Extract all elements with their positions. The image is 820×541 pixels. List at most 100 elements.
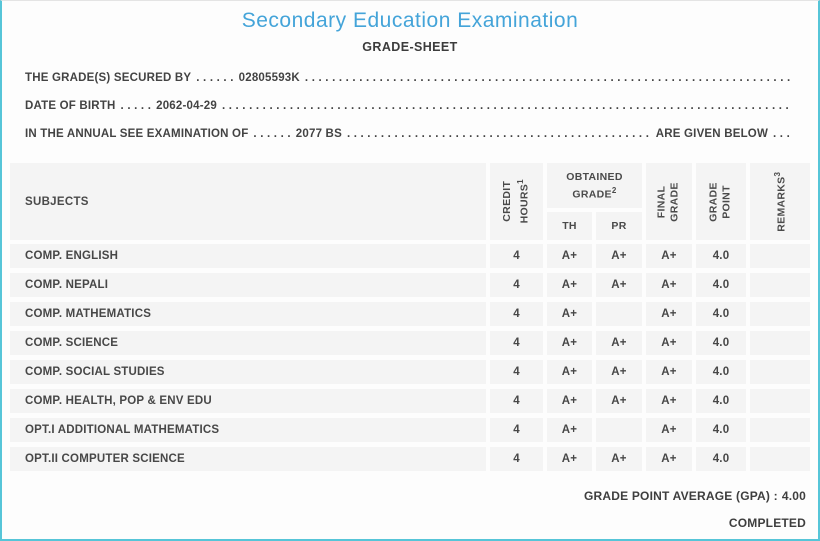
table-row: COMP. MATHEMATICS 4 A+ A+ 4.0 (10, 302, 810, 326)
info-suffix: ARE GIVEN BELOW (655, 128, 769, 140)
grade-point-cell: 4.0 (696, 302, 746, 326)
header-final-line2: GRADE (668, 181, 681, 222)
result-status: COMPLETED (728, 516, 806, 530)
gpa-line: GRADE POINT AVERAGE (GPA) :4.00 (10, 489, 806, 503)
dot-leader: . . . . . (120, 100, 152, 112)
remarks-cell (750, 389, 810, 413)
subject-cell: COMP. MATHEMATICS (10, 302, 486, 326)
final-grade-cell: A+ (646, 331, 692, 355)
credit-hours-cell: 4 (490, 273, 543, 297)
header-credit-hours: CREDIT HOURS1 (490, 163, 543, 240)
subject-cell: COMP. SOCIAL STUDIES (10, 360, 486, 384)
info-label: DATE OF BIRTH (25, 100, 116, 112)
dot-leader: . . . . . . . . . . . . . . . . . . . . … (346, 128, 651, 140)
remarks-cell (750, 360, 810, 384)
dot-leader: . . . . . . . . . . . . . . . . . . . . … (221, 100, 789, 112)
grades-table-body: COMP. ENGLISH 4 A+ A+ A+ 4.0 COMP. NEPAL… (10, 244, 810, 471)
subject-cell: OPT.II COMPUTER SCIENCE (10, 447, 486, 471)
credit-hours-cell: 4 (490, 244, 543, 268)
info-label: IN THE ANNUAL SEE EXAMINATION OF (25, 128, 249, 140)
th-grade-cell: A+ (547, 360, 592, 384)
header-th: TH (547, 212, 592, 240)
pr-grade-cell: A+ (596, 360, 642, 384)
th-grade-cell: A+ (547, 331, 592, 355)
gpa-label: GRADE POINT AVERAGE (GPA) : (583, 489, 778, 503)
gpa-value: 4.00 (781, 489, 806, 503)
info-label: THE GRADE(S) SECURED BY (25, 72, 192, 84)
final-grade-cell: A+ (646, 302, 692, 326)
header-remarks: REMARKS3 (750, 163, 810, 240)
final-grade-cell: A+ (646, 389, 692, 413)
info-line-grades-secured-by: THE GRADE(S) SECURED BY . . . . . . 0280… (25, 64, 795, 92)
th-grade-cell: A+ (547, 389, 592, 413)
remarks-cell (750, 331, 810, 355)
credit-hours-cell: 4 (490, 331, 543, 355)
final-grade-cell: A+ (646, 447, 692, 471)
info-line-examination-year: IN THE ANNUAL SEE EXAMINATION OF . . . .… (25, 120, 795, 148)
subject-cell: COMP. HEALTH, POP & ENV EDU (10, 389, 486, 413)
grade-point-cell: 4.0 (696, 447, 746, 471)
final-grade-cell: A+ (646, 244, 692, 268)
table-row: OPT.I ADDITIONAL MATHEMATICS 4 A+ A+ 4.0 (10, 418, 810, 442)
pr-grade-cell: A+ (596, 244, 642, 268)
remarks-cell (750, 302, 810, 326)
th-grade-cell: A+ (547, 244, 592, 268)
student-info-section: THE GRADE(S) SECURED BY . . . . . . 0280… (25, 64, 795, 148)
subject-cell: COMP. ENGLISH (10, 244, 486, 268)
remarks-cell (750, 418, 810, 442)
subject-cell: COMP. SCIENCE (10, 331, 486, 355)
info-line-date-of-birth: DATE OF BIRTH . . . . . 2062-04-29 . . .… (25, 92, 795, 120)
credit-hours-cell: 4 (490, 418, 543, 442)
th-grade-cell: A+ (547, 273, 592, 297)
header-pr: PR (596, 212, 642, 240)
pr-grade-cell (596, 302, 642, 326)
header-credit-line2: HOURS1 (516, 179, 531, 224)
pr-grade-cell: A+ (596, 273, 642, 297)
header-remarks-text: REMARKS3 (773, 171, 788, 232)
exam-year-value: 2077 BS (295, 128, 342, 140)
table-row: COMP. NEPALI 4 A+ A+ A+ 4.0 (10, 273, 810, 297)
grade-point-cell: 4.0 (696, 244, 746, 268)
pr-grade-cell: A+ (596, 389, 642, 413)
final-grade-cell: A+ (646, 273, 692, 297)
footnote-3: 3 (773, 171, 783, 177)
credit-hours-cell: 4 (490, 302, 543, 326)
credit-hours-cell: 4 (490, 389, 543, 413)
grade-point-cell: 4.0 (696, 273, 746, 297)
grade-point-cell: 4.0 (696, 360, 746, 384)
result-summary: GRADE POINT AVERAGE (GPA) :4.00 COMPLETE… (10, 489, 810, 530)
credit-hours-cell: 4 (490, 447, 543, 471)
header-obtained-line2: GRADE2 (572, 185, 617, 201)
grades-table: SUBJECTS CREDIT HOURS1 OBTAINED GRADE2 T… (10, 163, 810, 471)
footnote-1: 1 (516, 179, 526, 185)
header-final-grade: FINAL GRADE (646, 163, 692, 240)
th-grade-cell: A+ (547, 447, 592, 471)
th-grade-cell: A+ (547, 302, 592, 326)
header-credit-line1: CREDIT (501, 181, 514, 222)
dot-leader: . . . . . . . . . . . . . . . . . . . . … (304, 72, 790, 84)
date-of-birth-value: 2062-04-29 (156, 100, 217, 112)
header-gp-line2: POINT (720, 184, 733, 219)
pr-grade-cell (596, 418, 642, 442)
grades-table-header: SUBJECTS CREDIT HOURS1 OBTAINED GRADE2 T… (10, 163, 810, 240)
dot-leader: . . . . . . (196, 72, 234, 84)
credit-hours-cell: 4 (490, 360, 543, 384)
dot-leader: . . . . . . (253, 128, 291, 140)
subject-cell: OPT.I ADDITIONAL MATHEMATICS (10, 418, 486, 442)
remarks-cell (750, 244, 810, 268)
header-subjects: SUBJECTS (10, 163, 486, 240)
dot-leader: . . . (773, 128, 790, 140)
table-row: COMP. SOCIAL STUDIES 4 A+ A+ A+ 4.0 (10, 360, 810, 384)
table-row: COMP. SCIENCE 4 A+ A+ A+ 4.0 (10, 331, 810, 355)
table-row: COMP. ENGLISH 4 A+ A+ A+ 4.0 (10, 244, 810, 268)
header-final-line1: FINAL (655, 185, 668, 218)
th-grade-cell: A+ (547, 418, 592, 442)
page-title: Secondary Education Examination (241, 9, 579, 32)
grade-sheet-subtitle: GRADE-SHEET (362, 40, 458, 54)
student-symbol-number: 02805593K (238, 72, 300, 84)
grade-point-cell: 4.0 (696, 418, 746, 442)
final-grade-cell: A+ (646, 360, 692, 384)
grade-point-cell: 4.0 (696, 331, 746, 355)
pr-grade-cell: A+ (596, 331, 642, 355)
remarks-cell (750, 273, 810, 297)
